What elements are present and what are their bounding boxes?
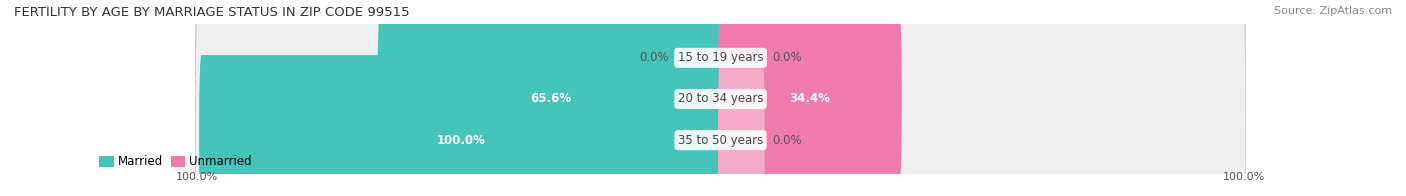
- Text: FERTILITY BY AGE BY MARRIAGE STATUS IN ZIP CODE 99515: FERTILITY BY AGE BY MARRIAGE STATUS IN Z…: [14, 6, 409, 19]
- Text: 20 to 34 years: 20 to 34 years: [678, 93, 763, 105]
- Text: 0.0%: 0.0%: [640, 51, 669, 64]
- FancyBboxPatch shape: [195, 0, 1246, 196]
- Text: 0.0%: 0.0%: [772, 134, 801, 147]
- FancyBboxPatch shape: [718, 55, 765, 196]
- FancyBboxPatch shape: [200, 55, 723, 196]
- Text: 34.4%: 34.4%: [789, 93, 831, 105]
- Text: 35 to 50 years: 35 to 50 years: [678, 134, 763, 147]
- Text: 0.0%: 0.0%: [772, 51, 801, 64]
- Text: 100.0%: 100.0%: [176, 172, 218, 182]
- Legend: Married, Unmarried: Married, Unmarried: [94, 151, 257, 173]
- Text: 65.6%: 65.6%: [530, 93, 571, 105]
- FancyBboxPatch shape: [676, 0, 723, 143]
- FancyBboxPatch shape: [195, 0, 1246, 196]
- Text: Source: ZipAtlas.com: Source: ZipAtlas.com: [1274, 6, 1392, 16]
- FancyBboxPatch shape: [195, 0, 1246, 196]
- FancyBboxPatch shape: [378, 14, 723, 184]
- Text: 100.0%: 100.0%: [1223, 172, 1265, 182]
- Text: 15 to 19 years: 15 to 19 years: [678, 51, 763, 64]
- Text: 100.0%: 100.0%: [437, 134, 485, 147]
- FancyBboxPatch shape: [718, 14, 901, 184]
